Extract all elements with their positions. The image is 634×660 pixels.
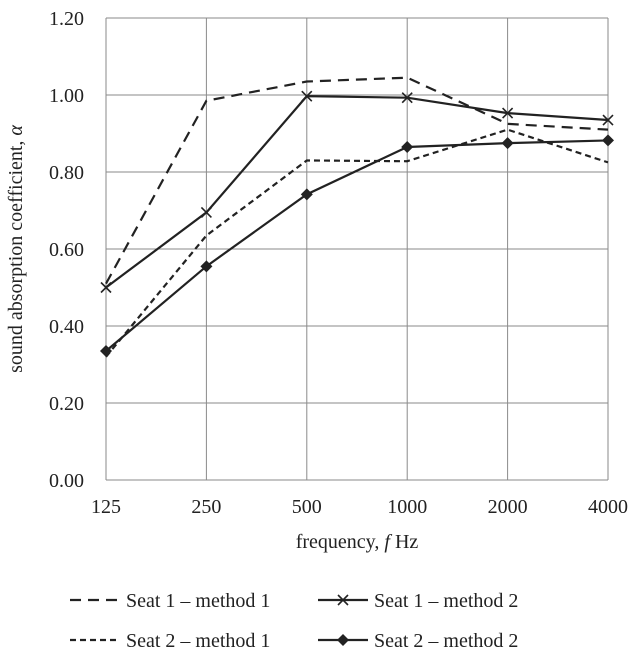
legend-item-3: Seat 2 – method 1 xyxy=(70,630,270,652)
diamond-marker xyxy=(401,140,414,153)
series-line xyxy=(105,95,609,289)
series-4 xyxy=(100,134,614,358)
y-axis-title-text: sound absorption coefficient, xyxy=(5,136,27,373)
y-tick-label: 1.20 xyxy=(49,8,84,30)
x-axis-title: frequency, f Hz xyxy=(296,531,419,553)
legend-label: Seat 1 – method 2 xyxy=(374,590,518,612)
legend-label: Seat 2 – method 2 xyxy=(374,630,518,652)
x-marker xyxy=(200,206,212,218)
x-marker xyxy=(301,90,313,102)
x-marker xyxy=(337,594,349,606)
legend-label: Seat 1 – method 1 xyxy=(126,590,270,612)
x-tick-label: 4000 xyxy=(588,496,628,518)
x-marker xyxy=(502,107,514,119)
x-axis-title-text: frequency, xyxy=(296,531,385,553)
x-marker xyxy=(602,114,614,126)
diamond-marker xyxy=(501,137,514,150)
diamond-marker xyxy=(337,634,349,646)
y-tick-label: 1.00 xyxy=(49,85,84,107)
legend: Seat 1 – method 1 Seat 1 – method 2 Seat 2… xyxy=(70,590,518,652)
y-tick-label: 0.20 xyxy=(49,393,84,415)
x-marker xyxy=(100,281,112,294)
x-tick-label: 500 xyxy=(292,496,322,518)
legend-item-2: Seat 1 – method 2 xyxy=(318,590,518,612)
y-axis-title: sound absorption coefficient, α xyxy=(5,125,27,373)
gridlines xyxy=(105,17,609,481)
diamond-marker xyxy=(200,260,213,273)
x-axis-title-symbol: f xyxy=(384,531,392,553)
diamond-marker xyxy=(300,188,313,201)
x-tick-label: 125 xyxy=(91,496,121,518)
y-tick-label: 0.00 xyxy=(49,470,84,492)
legend-item-1: Seat 1 – method 1 xyxy=(70,590,270,612)
legend-item-4: Seat 2 – method 2 xyxy=(318,630,518,652)
legend-label: Seat 2 – method 1 xyxy=(126,630,270,652)
x-tick-label: 250 xyxy=(191,496,221,518)
series-2 xyxy=(100,90,614,294)
y-tick-label: 0.40 xyxy=(49,316,84,338)
x-axis-title-unit: Hz xyxy=(390,531,418,553)
diamond-marker xyxy=(100,345,112,358)
x-tick-label: 1000 xyxy=(387,496,427,518)
y-axis-title-symbol: α xyxy=(5,125,27,136)
y-tick-labels: 0.00 0.20 0.40 0.60 0.80 1.00 1.20 xyxy=(49,8,84,492)
y-tick-label: 0.80 xyxy=(49,162,84,184)
diamond-marker xyxy=(602,134,614,147)
series-1 xyxy=(105,76,609,285)
series-line xyxy=(105,139,609,352)
x-tick-label: 2000 xyxy=(488,496,528,518)
y-tick-label: 0.60 xyxy=(49,239,84,261)
x-tick-labels: 125 250 500 1000 2000 4000 xyxy=(91,496,628,518)
series-line xyxy=(105,128,609,358)
series-line xyxy=(105,76,609,285)
series-lines xyxy=(100,76,614,358)
series-3 xyxy=(105,128,609,358)
x-marker xyxy=(401,92,413,104)
